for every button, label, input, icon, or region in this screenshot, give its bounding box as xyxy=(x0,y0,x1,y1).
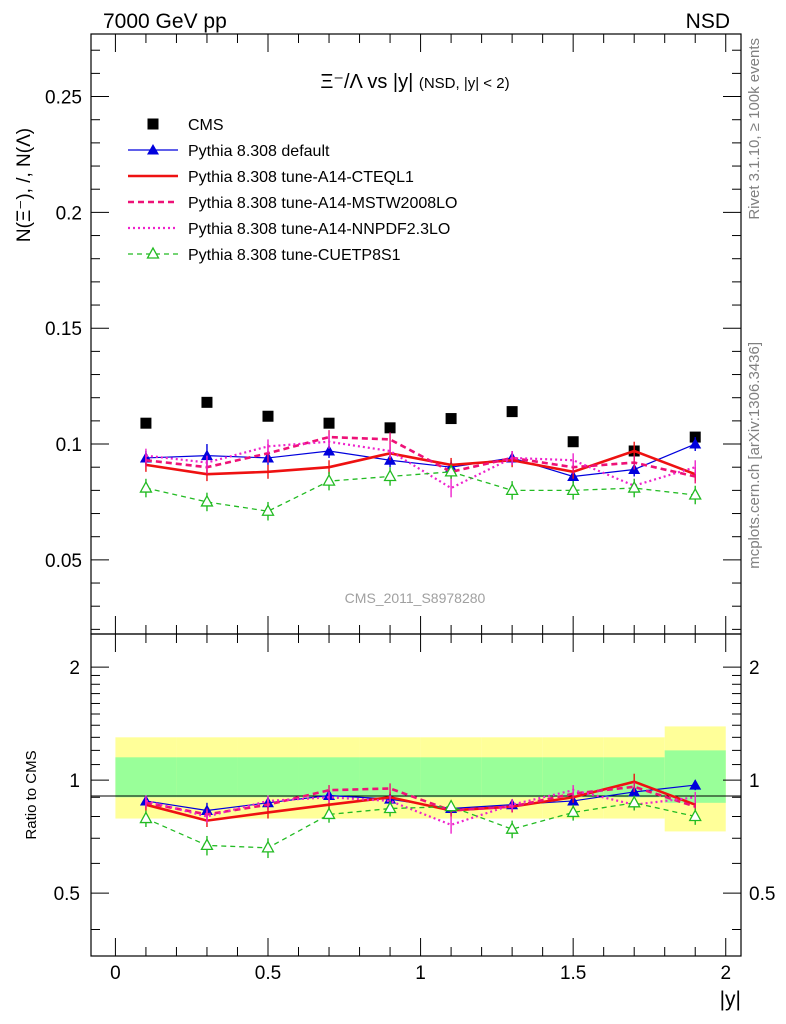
mcplots-label: mcplots.cern.ch [arXiv:1306.3436] xyxy=(746,342,763,569)
main-y-tick-label: 0.05 xyxy=(45,551,82,572)
ratio-point-cuetp8s1 xyxy=(200,838,214,851)
plot-title-main: Ξ⁻/Λ vs |y| xyxy=(320,71,413,93)
ratio-line-cuetp8s1 xyxy=(145,802,696,849)
x-tick-label: 0 xyxy=(110,963,121,984)
main-y-tick-labels: 0.05 0.1 0.15 0.2 0.25 xyxy=(45,88,82,572)
main-point-cms xyxy=(445,413,457,425)
main-line-mstw xyxy=(145,435,696,478)
ratio-point-cuetp8s1 xyxy=(322,807,336,820)
x-axis-label: |y| xyxy=(720,988,741,1011)
main-point-cuetp8s1 xyxy=(200,494,214,507)
ratio-y-tick-label: 1 xyxy=(69,771,80,792)
main-line-cteql1 xyxy=(145,449,696,476)
x-tick-label: 1 xyxy=(415,963,426,984)
main-point-cuetp8s1 xyxy=(627,480,641,493)
main-point-cms xyxy=(323,417,335,429)
main-point-cuetp8s1 xyxy=(444,464,458,477)
ratio-point-default xyxy=(689,779,702,790)
ratio-y-tick-label-right: 0.5 xyxy=(749,884,775,905)
ratio-y-axis-label: Ratio to CMS xyxy=(23,750,40,839)
ratio-y-tick-label: 0.5 xyxy=(54,884,80,905)
main-line-nnpdf xyxy=(145,440,696,490)
legend-label-cuetp8s1: Pythia 8.308 tune-CUETP8S1 xyxy=(188,247,401,264)
ratio-band-green xyxy=(237,757,299,798)
legend-label-nnpdf: Pythia 8.308 tune-A14-NNPDF2.3LO xyxy=(188,221,450,238)
main-point-cms xyxy=(384,422,396,434)
main-line-cuetp8s1 xyxy=(145,471,696,512)
ratio-point-cuetp8s1 xyxy=(627,795,641,808)
ratio-band-green xyxy=(115,757,177,798)
ratio-line-cteql1 xyxy=(145,780,696,822)
main-y-axis-label: N(Ξ⁻), /, N(Λ) xyxy=(14,128,35,242)
main-point-cms xyxy=(506,406,518,418)
legend-label-mstw: Pythia 8.308 tune-A14-MSTW2008LO xyxy=(188,195,457,212)
main-axis-ticks xyxy=(91,34,741,634)
ratio-point-cuetp8s1 xyxy=(444,799,458,812)
main-y-tick-label: 0.25 xyxy=(45,88,82,109)
main-y-tick-label: 0.2 xyxy=(56,203,82,224)
ratio-band-green xyxy=(176,757,238,798)
ratio-line-nnpdf xyxy=(145,789,696,827)
ratio-line-mstw xyxy=(145,785,696,816)
ratio-point-cuetp8s1 xyxy=(261,840,275,853)
main-point-cms xyxy=(567,436,579,448)
main-point-cuetp8s1 xyxy=(139,480,153,493)
ratio-band-green xyxy=(420,757,482,798)
x-tick-label: 1.5 xyxy=(560,963,586,984)
x-tick-label: 0.5 xyxy=(255,963,281,984)
ratio-y-tick-labels: 0.5 0.5 1 1 2 2 xyxy=(54,658,776,905)
legend-marker-default xyxy=(147,144,159,155)
main-point-cms xyxy=(140,417,152,429)
ratio-point-cuetp8s1 xyxy=(383,801,397,814)
main-point-default xyxy=(689,438,702,449)
ratio-y-tick-label: 2 xyxy=(69,658,80,679)
ratio-band-green xyxy=(481,757,543,798)
main-point-cuetp8s1 xyxy=(566,483,580,496)
main-y-tick-label: 0.1 xyxy=(56,435,82,456)
main-point-default xyxy=(200,449,213,461)
legend-marker-cms xyxy=(147,118,159,130)
header-right: NSD xyxy=(686,10,730,33)
ratio-panel-frame xyxy=(90,633,742,957)
plot-title-sub: (NSD, |y| < 2) xyxy=(419,75,510,92)
main-point-cuetp8s1 xyxy=(322,473,336,486)
legend-label-default: Pythia 8.308 default xyxy=(188,143,330,160)
analysis-watermark: CMS_2011_S8978280 xyxy=(345,590,486,606)
main-point-cuetp8s1 xyxy=(383,469,397,482)
main-series-group xyxy=(139,396,702,521)
ratio-point-cuetp8s1 xyxy=(139,811,153,824)
ratio-point-cuetp8s1 xyxy=(688,809,702,822)
legend-label-cteql1: Pythia 8.308 tune-A14-CTEQL1 xyxy=(188,169,414,186)
main-point-cms xyxy=(201,396,213,408)
ratio-x-tick-labels: 0 0.5 1 1.5 2 xyxy=(110,963,731,984)
ratio-series-group xyxy=(139,773,702,859)
ratio-point-cuetp8s1 xyxy=(566,805,580,818)
x-tick-label: 2 xyxy=(720,963,731,984)
ratio-y-tick-label-right: 2 xyxy=(749,658,760,679)
main-point-cuetp8s1 xyxy=(688,487,702,500)
rivet-version-label: Rivet 3.1.10, ≥ 100k events xyxy=(746,38,763,220)
main-point-default xyxy=(323,444,336,456)
ratio-y-tick-label-right: 1 xyxy=(749,771,760,792)
legend-label-cms: CMS xyxy=(188,117,224,134)
ratio-uncertainty-bands xyxy=(115,726,726,832)
main-point-cms xyxy=(262,410,274,422)
ratio-point-cuetp8s1 xyxy=(505,821,519,834)
header-left: 7000 GeV pp xyxy=(103,10,227,33)
legend-marker-cuetp8s1 xyxy=(146,246,160,259)
ratio-axis-ticks xyxy=(91,634,741,956)
main-point-cuetp8s1 xyxy=(505,483,519,496)
main-point-cuetp8s1 xyxy=(261,503,275,516)
plot-title: Ξ⁻/Λ vs |y| (NSD, |y| < 2) xyxy=(320,71,509,93)
main-y-tick-label: 0.15 xyxy=(45,319,82,340)
legend: CMS Pythia 8.308 default Pythia 8.308 tune… xyxy=(128,117,457,264)
